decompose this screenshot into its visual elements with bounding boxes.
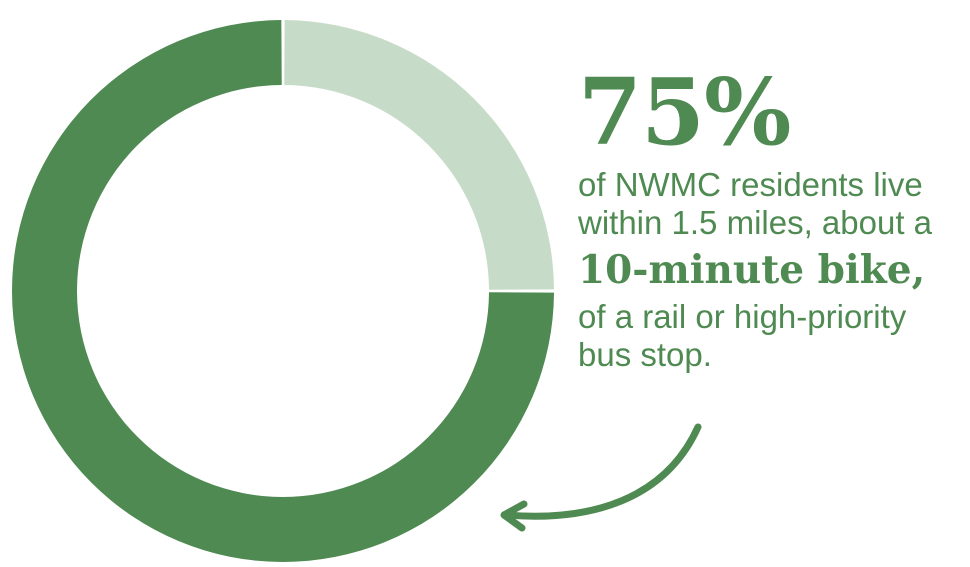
- callout: 75% of NWMC residents live within 1.5 mi…: [578, 66, 968, 374]
- donut-chart: [11, 20, 554, 563]
- big-stat: 75%: [578, 58, 791, 166]
- callout-emphasis: 10-minute bike,: [578, 247, 926, 293]
- callout-line-1: of NWMC residents live: [578, 166, 923, 203]
- callout-line-3: of a rail or high-priority: [578, 298, 907, 335]
- callout-line-2: within 1.5 miles, about a: [578, 204, 933, 241]
- donut-slice-2: [284, 20, 554, 290]
- callout-line-4: bus stop.: [578, 336, 712, 373]
